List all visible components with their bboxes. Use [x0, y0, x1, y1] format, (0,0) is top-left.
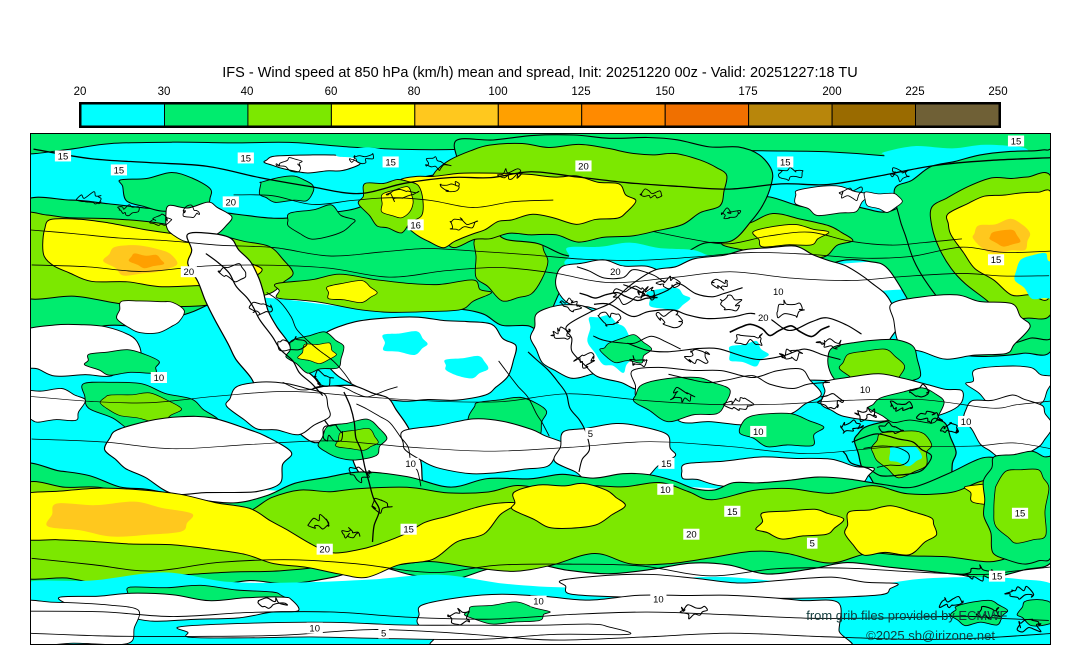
svg-text:10: 10 — [860, 385, 871, 396]
svg-text:10: 10 — [961, 417, 972, 428]
svg-text:15: 15 — [58, 151, 69, 162]
svg-text:5: 5 — [588, 429, 593, 440]
svg-text:10: 10 — [753, 427, 764, 438]
svg-text:15: 15 — [992, 572, 1003, 583]
svg-text:20: 20 — [226, 197, 237, 208]
svg-text:16: 16 — [410, 220, 421, 231]
svg-text:20: 20 — [610, 267, 621, 278]
svg-text:15: 15 — [385, 157, 396, 168]
svg-text:20: 20 — [319, 545, 330, 556]
svg-text:10: 10 — [653, 595, 664, 606]
svg-text:©2025 sb@irizone.net: ©2025 sb@irizone.net — [866, 628, 995, 643]
svg-text:15: 15 — [1011, 136, 1022, 147]
svg-text:5: 5 — [810, 539, 815, 550]
svg-text:20: 20 — [686, 530, 697, 541]
svg-text:20: 20 — [184, 267, 195, 278]
svg-text:15: 15 — [114, 165, 125, 176]
svg-text:15: 15 — [241, 153, 252, 164]
svg-text:15: 15 — [403, 525, 414, 536]
svg-text:15: 15 — [991, 255, 1002, 266]
svg-text:10: 10 — [405, 459, 416, 470]
svg-text:15: 15 — [727, 507, 738, 518]
svg-text:15: 15 — [780, 157, 791, 168]
svg-text:10: 10 — [533, 597, 544, 608]
svg-text:10: 10 — [773, 287, 784, 298]
svg-text:15: 15 — [661, 459, 672, 470]
svg-text:20: 20 — [578, 161, 589, 172]
svg-text:10: 10 — [154, 373, 165, 384]
svg-text:15: 15 — [1015, 509, 1026, 520]
svg-text:5: 5 — [381, 629, 386, 640]
svg-text:from grib files provided by EC: from grib files provided by ECMWF — [806, 608, 1007, 623]
svg-text:10: 10 — [660, 485, 671, 496]
svg-text:20: 20 — [758, 313, 769, 324]
svg-text:10: 10 — [309, 624, 320, 635]
